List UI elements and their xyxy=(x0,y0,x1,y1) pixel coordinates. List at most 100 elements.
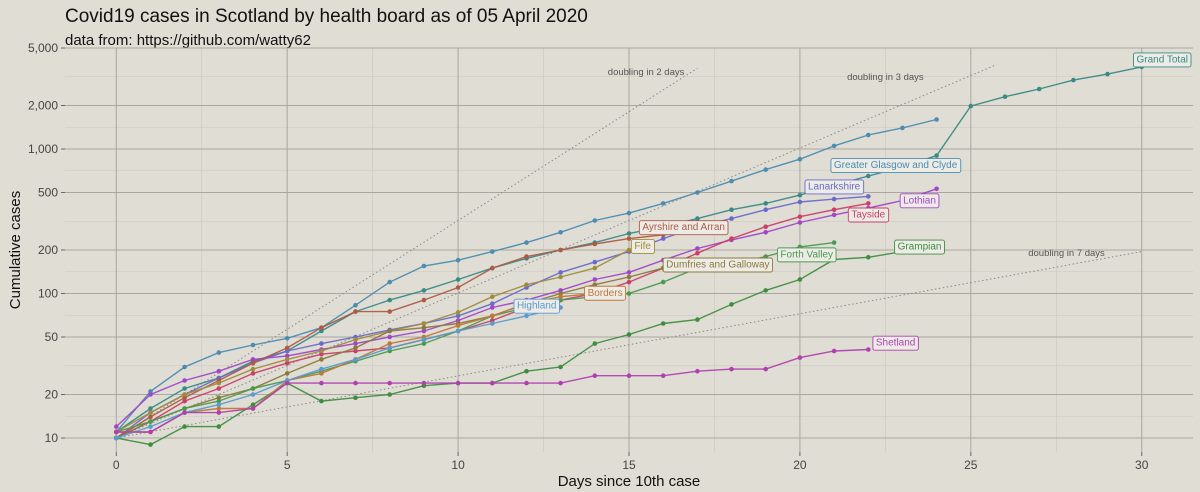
data-point-lanarkshire xyxy=(831,196,837,202)
data-point-lothian xyxy=(353,341,358,346)
data-point-fife xyxy=(421,321,427,326)
data-point-greater-glasgow-and-clyde xyxy=(421,263,427,269)
data-point-dumfries-and-galloway xyxy=(353,345,358,351)
series-label-grand-total: Grand Total xyxy=(1133,52,1192,68)
data-point-greater-glasgow-and-clyde xyxy=(831,143,837,149)
tick-labels: 10 20 50 100 200 500 1,000 2,000 5,000 0 5 10 15 20 25… xyxy=(28,41,1149,472)
data-point-lothian xyxy=(284,353,290,359)
data-point-grand-total xyxy=(968,103,974,109)
data-point-ayrshire-and-arran xyxy=(387,309,393,314)
data-point-shetland xyxy=(660,373,666,379)
data-point-highland xyxy=(387,345,393,351)
series-label-box xyxy=(513,298,560,314)
data-point-ayrshire-and-arran xyxy=(626,236,632,241)
data-point-grampian xyxy=(729,302,734,307)
data-point-borders xyxy=(387,341,393,346)
data-point-lothian xyxy=(592,277,598,282)
data-point-highland xyxy=(421,337,427,342)
data-point-fife xyxy=(148,410,153,415)
data-point-greater-glasgow-and-clyde xyxy=(626,210,632,216)
data-point-grampian xyxy=(660,321,666,326)
data-point-greater-glasgow-and-clyde xyxy=(353,302,358,308)
series-ayrshire-and-arran xyxy=(114,228,700,441)
data-point-lothian xyxy=(490,305,495,310)
data-point-greater-glasgow-and-clyde xyxy=(660,201,666,206)
series-label-text: Greater Glasgow and Clyde xyxy=(834,160,958,171)
y-tick-label: 2,000 xyxy=(28,99,58,113)
series-label-text: Lothian xyxy=(903,195,936,206)
data-point-highland xyxy=(353,357,358,362)
series-label-box xyxy=(830,158,962,174)
data-point-grand-total xyxy=(626,231,632,236)
series-label-text: Borders xyxy=(588,288,623,299)
data-point-lanarkshire xyxy=(797,199,803,205)
series-label-box xyxy=(662,257,774,273)
series-label-text: Forth Valley xyxy=(780,249,833,260)
data-point-shetland xyxy=(490,380,495,386)
data-point-grampian xyxy=(182,424,187,429)
x-tick-label: 10 xyxy=(451,458,465,472)
data-point-greater-glasgow-and-clyde xyxy=(182,364,187,370)
data-point-fife xyxy=(216,380,222,386)
data-point-tayside xyxy=(284,360,290,366)
series-label-box xyxy=(638,220,729,236)
x-tick-label: 0 xyxy=(113,458,120,472)
series-label-borders: Borders xyxy=(584,285,627,301)
data-point-tayside xyxy=(729,236,734,241)
data-point-greater-glasgow-and-clyde xyxy=(900,125,905,131)
data-point-lothian xyxy=(216,368,222,374)
data-point-fife xyxy=(490,294,495,300)
x-tick-label: 15 xyxy=(622,458,636,472)
data-point-lanarkshire xyxy=(592,259,598,265)
series-label-forth-valley: Forth Valley xyxy=(776,247,837,263)
series-label-text: Ayrshire and Arran xyxy=(642,222,725,233)
data-point-ayrshire-and-arran xyxy=(524,254,529,259)
data-point-shetland xyxy=(421,380,427,386)
data-point-fife xyxy=(626,247,632,253)
guide-label-2-days: doubling in 2 days xyxy=(608,67,685,78)
data-point-grampian xyxy=(695,317,700,322)
data-point-shetland xyxy=(250,406,256,411)
data-point-greater-glasgow-and-clyde xyxy=(250,342,256,348)
guide-line-2-days xyxy=(116,67,698,439)
data-point-forth-valley xyxy=(148,419,153,424)
guide-line-3-days xyxy=(116,64,997,439)
data-point-highland xyxy=(148,424,153,429)
data-point-ayrshire-and-arran xyxy=(319,325,324,331)
series-line-ayrshire-and-arran xyxy=(115,230,698,439)
data-point-ayrshire-and-arran xyxy=(421,297,427,303)
data-point-shetland xyxy=(148,429,153,435)
x-axis-title: Days since 10th case xyxy=(558,473,701,490)
data-point-tayside xyxy=(763,224,768,229)
series-label-tayside: Tayside xyxy=(847,207,890,223)
series-label-box xyxy=(776,247,837,263)
data-point-ayrshire-and-arran xyxy=(353,309,358,314)
data-point-borders xyxy=(455,323,461,328)
series-label-box xyxy=(847,207,890,223)
data-point-lanarkshire xyxy=(866,194,871,199)
data-point-ayrshire-and-arran xyxy=(558,247,563,253)
data-point-grampian xyxy=(387,392,393,397)
chart-subtitle: data from: https://github.com/watty62 xyxy=(65,32,311,49)
data-point-tayside xyxy=(250,371,256,376)
data-point-ayrshire-and-arran xyxy=(592,241,598,247)
data-point-tayside xyxy=(319,351,324,357)
data-point-lanarkshire xyxy=(319,341,324,346)
data-point-dumfries-and-galloway xyxy=(558,291,563,296)
data-point-shetland xyxy=(831,348,837,354)
data-point-dumfries-and-galloway xyxy=(387,328,393,334)
data-point-greater-glasgow-and-clyde xyxy=(387,279,393,285)
guide-label-7-days: doubling in 7 days xyxy=(1028,248,1105,259)
data-point-shetland xyxy=(353,380,358,386)
data-point-greater-glasgow-and-clyde xyxy=(763,167,768,172)
data-point-shetland xyxy=(558,380,563,386)
data-point-lothian xyxy=(387,334,393,340)
series-label-lanarkshire: Lanarkshire xyxy=(804,179,865,195)
data-point-lanarkshire xyxy=(729,216,734,221)
data-point-shetland xyxy=(319,380,324,386)
data-point-borders xyxy=(490,313,495,319)
data-point-forth-valley xyxy=(660,279,666,285)
data-point-lothian xyxy=(797,220,803,225)
